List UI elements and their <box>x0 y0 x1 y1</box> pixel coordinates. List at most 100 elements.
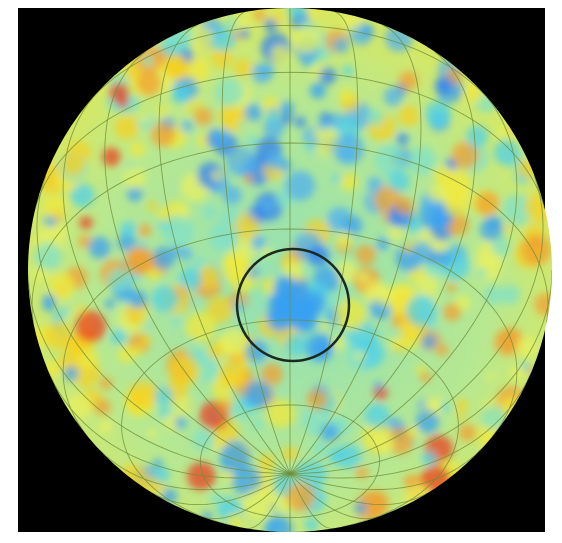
fluctuation-blob <box>180 120 194 133</box>
fluctuation-blob <box>481 404 506 430</box>
fluctuation-blob <box>370 431 395 455</box>
fluctuation-blob <box>416 364 426 374</box>
fluctuation-blob <box>235 16 250 31</box>
fluctuation-blob <box>412 240 433 262</box>
grid-line <box>247 473 291 529</box>
fluctuation-blob <box>285 333 307 356</box>
grid-line <box>289 473 378 520</box>
fluctuation-blob <box>191 26 214 49</box>
fluctuation-blob <box>374 144 407 177</box>
fluctuation-blob <box>128 380 157 409</box>
fluctuation-blob <box>147 268 161 282</box>
fluctuation-blob <box>74 310 107 343</box>
fluctuation-blob <box>318 119 330 131</box>
fluctuation-blob <box>458 423 477 442</box>
fluctuation-blob <box>267 152 285 171</box>
fluctuation-blob <box>61 153 85 177</box>
fluctuation-blob <box>243 103 262 122</box>
fluctuation-blob <box>70 183 95 208</box>
fluctuation-blob <box>366 109 384 127</box>
fluctuation-blob <box>483 285 503 305</box>
fluctuation-blob <box>198 265 221 289</box>
fluctuation-blob <box>521 234 552 266</box>
fluctuation-blob <box>294 116 306 128</box>
fluctuation-blob <box>268 107 278 117</box>
fluctuation-blob <box>212 438 225 452</box>
grid-line <box>289 50 476 474</box>
fluctuation-blob <box>159 407 171 418</box>
fluctuation-blob <box>320 423 339 442</box>
temperature-fluctuations <box>30 8 552 532</box>
fluctuation-blob <box>398 71 419 91</box>
fluctuation-blob <box>501 194 534 226</box>
fluctuation-blob <box>383 87 403 107</box>
fluctuation-blob <box>264 515 293 532</box>
fluctuation-blob <box>211 170 223 182</box>
fluctuation-blob <box>320 322 329 332</box>
fluctuation-blob <box>443 303 462 322</box>
fluctuation-blob <box>397 105 420 127</box>
fluctuation-blob <box>225 15 238 28</box>
fluctuation-blob <box>215 78 244 107</box>
fluctuation-blob <box>408 426 420 438</box>
fluctuation-blob <box>153 466 170 484</box>
fluctuation-blob <box>534 293 552 316</box>
fluctuation-blob <box>355 244 376 265</box>
fluctuation-blob <box>110 328 127 345</box>
grid-line <box>289 449 481 491</box>
fluctuation-blob <box>357 339 385 368</box>
fluctuation-blob <box>466 125 489 148</box>
grid-line <box>28 280 291 475</box>
fluctuation-blob <box>147 428 158 439</box>
fluctuation-blob <box>260 199 273 212</box>
fluctuation-blob <box>118 345 136 363</box>
fluctuation-blob <box>258 453 275 471</box>
fluctuation-blob <box>250 235 266 251</box>
fluctuation-blob <box>373 381 383 391</box>
fluctuation-blob <box>260 363 283 386</box>
fluctuation-blob <box>213 128 231 147</box>
fluctuation-blob <box>355 351 365 361</box>
fluctuation-blob <box>219 327 248 356</box>
fluctuation-blob <box>220 206 240 226</box>
grid-line <box>289 473 333 529</box>
fluctuation-blob <box>220 253 250 283</box>
fluctuation-blob <box>304 517 319 532</box>
fluctuation-blob <box>475 191 500 216</box>
fluctuation-blob <box>334 259 359 284</box>
grid-line <box>221 11 291 474</box>
fluctuation-blob <box>98 419 113 434</box>
fluctuation-blob <box>285 482 315 512</box>
fluctuation-blob <box>88 236 111 259</box>
fluctuation-blob <box>139 113 149 123</box>
fluctuation-blob <box>421 334 437 349</box>
fluctuation-blob <box>94 398 111 416</box>
grid-line <box>289 175 544 475</box>
fluctuation-blob <box>209 221 240 252</box>
fluctuation-blob <box>363 490 390 516</box>
fluctuation-blob <box>127 308 145 326</box>
coordinate-grid <box>28 8 552 532</box>
fluctuation-blob <box>146 200 158 212</box>
fluctuation-blob <box>335 298 367 331</box>
fluctuation-blob <box>421 451 437 467</box>
grid-line <box>104 50 291 474</box>
fluctuation-blob <box>219 442 251 473</box>
fluctuation-blob <box>376 288 394 307</box>
grid-line <box>289 269 552 475</box>
fluctuation-blob <box>364 403 390 429</box>
fluctuation-blob <box>493 139 520 166</box>
grid-line <box>62 228 518 437</box>
fluctuation-blob <box>285 170 315 201</box>
fluctuation-blob <box>162 53 189 80</box>
fluctuation-blob <box>42 298 56 312</box>
grid-line <box>202 473 291 520</box>
cold-spot-circle <box>235 247 351 363</box>
fluctuation-blob <box>170 316 181 327</box>
fluctuation-blob <box>309 82 326 100</box>
grid-line <box>62 96 291 475</box>
fluctuation-blob <box>206 296 234 324</box>
fluctuation-blob <box>396 133 409 146</box>
